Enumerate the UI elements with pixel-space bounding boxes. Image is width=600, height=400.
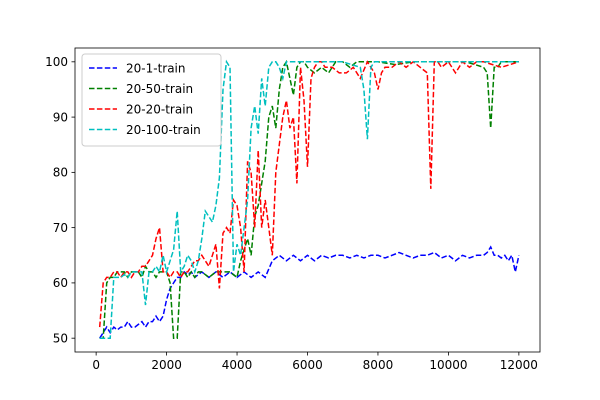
x-tick-label: 4000: [222, 358, 253, 372]
series-line-1: [99, 59, 519, 339]
y-tick-label: 50: [53, 331, 68, 345]
x-tick-label: 0: [92, 358, 100, 372]
legend-box: [81, 53, 222, 147]
y-tick-label: 100: [45, 55, 68, 69]
legend-label-2: 20-20-train: [126, 102, 193, 116]
legend-label-3: 20-100-train: [126, 123, 201, 137]
x-tick-label: 2000: [151, 358, 182, 372]
x-tick-label: 6000: [292, 358, 323, 372]
series-line-0: [99, 245, 520, 339]
series-line-2: [98, 60, 520, 328]
series-line-3: [99, 59, 519, 339]
y-tick-label: 80: [53, 166, 68, 180]
x-tick-label: 10000: [429, 358, 467, 372]
y-tick-label: 90: [53, 110, 68, 124]
legend-label-0: 20-1-train: [126, 61, 186, 75]
x-tick-label: 12000: [500, 358, 538, 372]
x-tick-label: 8000: [363, 358, 394, 372]
legend-label-1: 20-50-train: [126, 82, 193, 96]
legend: 20-1-train 20-50-train 20-20-train 20-100-t…: [81, 53, 222, 147]
axes: 0 2000 4000 6000 8000 10000 12000 50 60 70 80 90 100: [45, 47, 541, 372]
series-lines: [98, 59, 520, 339]
y-tick-label: 60: [53, 276, 68, 290]
y-tick-label: 70: [53, 221, 68, 235]
